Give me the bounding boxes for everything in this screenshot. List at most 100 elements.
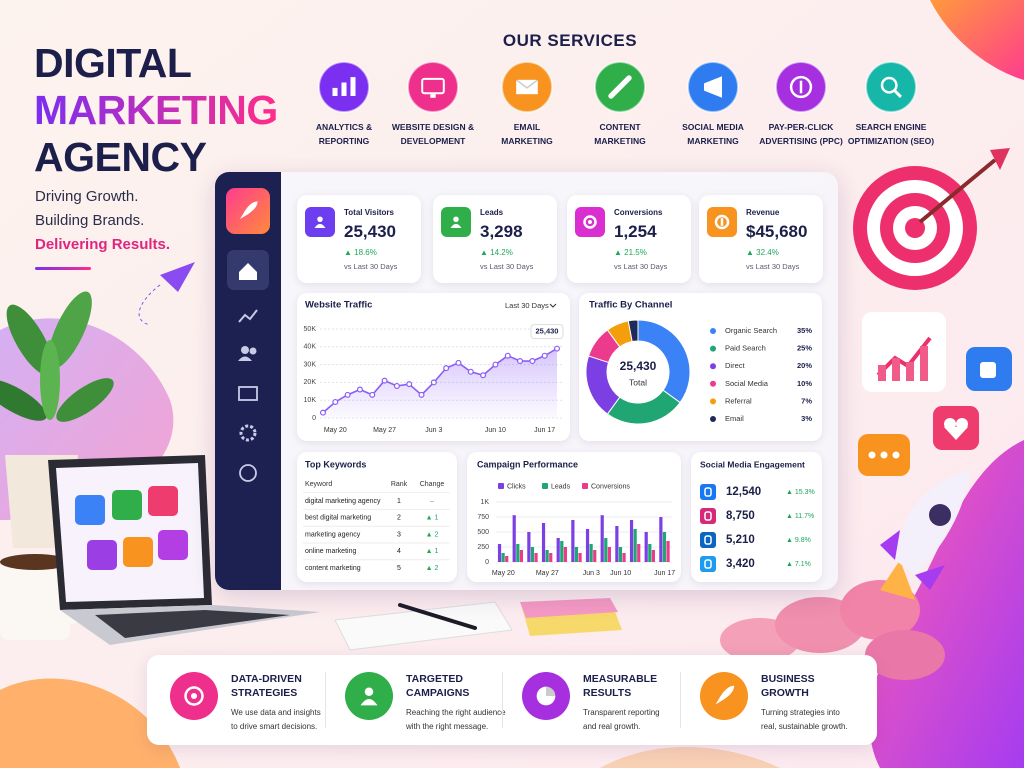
feature-desc: to drive smart decisions. bbox=[231, 722, 318, 731]
service-label: WEBSITE DESIGN & bbox=[391, 122, 475, 132]
nav-icon[interactable] bbox=[238, 356, 252, 362]
service-icon bbox=[865, 61, 917, 113]
service-label: REPORTING bbox=[318, 136, 370, 146]
laptop bbox=[48, 455, 320, 645]
feature-desc: We use data and insights bbox=[231, 708, 321, 717]
floating-icons bbox=[858, 312, 1012, 476]
feature-title: STRATEGIES bbox=[231, 687, 298, 699]
kpi-value: 1,254 bbox=[614, 222, 657, 241]
feature-title: DATA-DRIVEN bbox=[231, 673, 302, 685]
target bbox=[853, 148, 1010, 290]
kpi-period: vs Last 30 Days bbox=[746, 262, 800, 271]
service-icon bbox=[407, 61, 459, 113]
kpi-change: ▲ 32.4% bbox=[746, 248, 779, 257]
service-label: MARKETING bbox=[501, 136, 553, 146]
glyph bbox=[715, 685, 735, 705]
service-label: MARKETING bbox=[687, 136, 739, 146]
feature-desc: real, sustainable growth. bbox=[761, 722, 848, 731]
service-label: EMAIL bbox=[513, 122, 541, 132]
nav-icon[interactable] bbox=[238, 386, 258, 401]
kpi-value: $45,680 bbox=[746, 222, 808, 241]
kpi-change: ▲ 18.6% bbox=[344, 248, 377, 257]
feature-title: RESULTS bbox=[583, 687, 632, 699]
feature-title: TARGETED bbox=[406, 673, 463, 685]
tagline: Building Brands. bbox=[35, 212, 145, 229]
service-icon bbox=[501, 61, 553, 113]
keywords-card bbox=[297, 452, 457, 582]
service-icon bbox=[318, 61, 370, 113]
blob bbox=[869, 440, 1024, 768]
kpi-label: Revenue bbox=[746, 208, 780, 217]
divider bbox=[35, 267, 91, 270]
desk-items bbox=[334, 598, 622, 651]
title-line: MARKETING bbox=[34, 87, 278, 133]
feature-title: CAMPAIGNS bbox=[406, 687, 470, 699]
nav-icon[interactable] bbox=[239, 464, 257, 482]
feature-title: BUSINESS bbox=[761, 673, 815, 685]
title-line: AGENCY bbox=[34, 134, 207, 180]
nav-icon[interactable] bbox=[239, 424, 257, 442]
service-circle bbox=[407, 61, 459, 113]
feature-desc: Transparent reporting bbox=[583, 708, 660, 717]
glyph bbox=[332, 87, 338, 96]
glyph bbox=[516, 79, 538, 95]
nav-icon[interactable] bbox=[238, 309, 258, 323]
glyph bbox=[430, 94, 436, 98]
glyph bbox=[317, 216, 323, 222]
feature-title: MEASURABLE bbox=[583, 673, 658, 685]
channel-card bbox=[579, 293, 822, 441]
nav-icon[interactable] bbox=[249, 347, 257, 355]
nav-icon[interactable] bbox=[241, 346, 249, 354]
glyph bbox=[184, 686, 204, 706]
glyph bbox=[341, 82, 347, 96]
kpi-icon bbox=[575, 207, 605, 237]
social-card bbox=[691, 452, 822, 582]
title-line: DIGITAL bbox=[34, 40, 192, 86]
service-label: ADVERTISING (PPC) bbox=[759, 136, 843, 146]
service-label: SEARCH ENGINE bbox=[855, 122, 927, 132]
sidebar-icons bbox=[226, 188, 270, 482]
feature-desc: Reaching the right audience bbox=[406, 708, 506, 717]
glyph bbox=[240, 201, 258, 219]
tagline: Delivering Results. bbox=[35, 236, 171, 253]
kpi-label: Total Visitors bbox=[344, 208, 394, 217]
kpi-label: Leads bbox=[480, 208, 504, 217]
service-label: DEVELOPMENT bbox=[400, 136, 466, 146]
glyph bbox=[190, 692, 198, 700]
glyph bbox=[588, 220, 592, 224]
glyph bbox=[789, 75, 813, 99]
services-heading: OUR SERVICES bbox=[502, 31, 638, 50]
glyph bbox=[350, 77, 356, 96]
nav-icon[interactable] bbox=[239, 263, 257, 280]
feature-icon bbox=[170, 672, 218, 720]
glyph bbox=[364, 687, 374, 696]
service-circle bbox=[865, 61, 917, 113]
feature-separator bbox=[325, 672, 326, 728]
kpi-value: 3,298 bbox=[480, 222, 523, 241]
feature-separator bbox=[502, 672, 503, 728]
traffic-card bbox=[297, 293, 570, 441]
glyph bbox=[893, 89, 902, 98]
campaign-card bbox=[467, 452, 681, 582]
service-label: SOCIAL MEDIA bbox=[682, 122, 744, 132]
glyph bbox=[714, 214, 730, 230]
feature-icon bbox=[345, 672, 393, 720]
glyph bbox=[314, 223, 326, 229]
kpi-icon bbox=[707, 207, 737, 237]
kpi-change: ▲ 21.5% bbox=[614, 248, 647, 257]
glyph bbox=[360, 698, 378, 706]
feature-icon bbox=[700, 672, 748, 720]
glyph bbox=[880, 76, 898, 94]
service-label: ANALYTICS & bbox=[315, 122, 373, 132]
kpi-period: vs Last 30 Days bbox=[480, 262, 534, 271]
service-label: CONTENT bbox=[599, 122, 641, 132]
feature-separator bbox=[680, 672, 681, 728]
glyph bbox=[608, 75, 632, 99]
service-icon bbox=[594, 61, 646, 113]
blob bbox=[930, 0, 1024, 80]
rocket bbox=[720, 470, 970, 680]
service-icon bbox=[687, 61, 739, 113]
glyph bbox=[421, 77, 445, 95]
